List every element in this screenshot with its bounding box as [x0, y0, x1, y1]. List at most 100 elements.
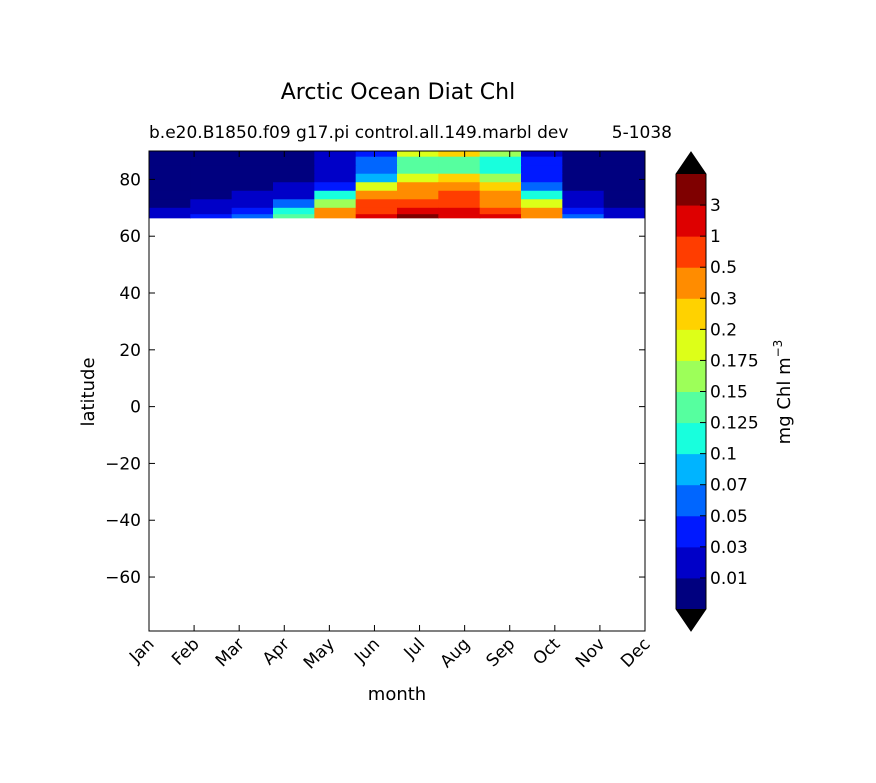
heatmap-cell	[231, 182, 274, 192]
heatmap-cell	[562, 190, 605, 200]
heatmap-cell	[562, 151, 605, 158]
heatmap-cell	[355, 173, 398, 183]
heatmap-cell	[190, 214, 233, 219]
heatmap-cell	[562, 207, 605, 215]
heatmap-cell	[521, 182, 563, 192]
colorbar-tick-label: 0.01	[710, 569, 748, 589]
heatmap-cell	[603, 190, 645, 200]
heatmap-cell	[190, 156, 233, 166]
heatmap-cell	[397, 182, 439, 192]
heatmap-cell	[314, 151, 357, 158]
colorbar-tick-label: 0.3	[710, 289, 737, 309]
heatmap-cell	[438, 182, 481, 192]
heatmap-cell	[149, 156, 191, 166]
y-axis-label: latitude	[78, 357, 99, 426]
heatmap-cell	[149, 182, 191, 192]
heatmap-cell	[603, 214, 645, 219]
heatmap-cell	[314, 165, 357, 175]
colorbar-tick-label: 0.07	[710, 476, 748, 496]
heatmap-cell	[562, 165, 605, 175]
heatmap-cell	[603, 151, 645, 158]
heatmap-cell	[314, 190, 357, 200]
heatmap-cell	[397, 214, 439, 219]
heatmap-cell	[521, 156, 563, 166]
heatmap-cell	[355, 165, 398, 175]
heatmap-cell	[231, 165, 274, 175]
x-tick-label: Jul	[400, 634, 429, 663]
y-tick-label: 40	[119, 284, 141, 304]
heatmap-cell	[273, 199, 315, 209]
heatmap-cell	[438, 207, 481, 215]
colorbar-tick-label: 0.2	[710, 320, 737, 340]
chart-subtitle-left: b.e20.B1850.f09 g17.pi control.all.149.m…	[149, 123, 568, 143]
colorbar-outline	[675, 151, 707, 632]
colorbar-tick-label: 0.125	[710, 414, 759, 434]
heatmap-cell	[521, 173, 563, 183]
heatmap-cell	[521, 165, 563, 175]
heatmap-cell	[397, 156, 439, 166]
y-tick-label: −20	[105, 454, 141, 474]
heatmap-cell	[521, 190, 563, 200]
y-tick-label: −40	[105, 511, 141, 531]
heatmap-cell	[273, 165, 315, 175]
heatmap-cell	[149, 165, 191, 175]
heatmap-cell	[397, 199, 439, 209]
heatmap-cell	[314, 156, 357, 166]
heatmap-cell	[521, 151, 563, 158]
heatmap-cell	[521, 207, 563, 215]
heatmap-cells	[149, 151, 645, 219]
x-tick-label: Dec	[617, 634, 654, 671]
heatmap-cell	[355, 182, 398, 192]
x-tick-label: Feb	[168, 634, 203, 669]
colorbar-swatch	[676, 329, 706, 361]
heatmap-cell	[190, 190, 233, 200]
heatmap-cell	[603, 173, 645, 183]
heatmap-cell	[231, 199, 274, 209]
heatmap-cell	[190, 199, 233, 209]
chart-subtitle-right: 5-1038	[612, 123, 672, 143]
heatmap-cell	[273, 156, 315, 166]
heatmap-cell	[314, 207, 357, 215]
heatmap-cell	[355, 156, 398, 166]
heatmap-cell	[231, 173, 274, 183]
colorbar-tick-label: 0.175	[710, 351, 759, 371]
colorbar-tick-label: 0.1	[710, 445, 737, 465]
heatmap-cell	[479, 207, 522, 215]
y-tick-label: 60	[119, 227, 141, 247]
heatmap-cell	[562, 199, 605, 209]
heatmap-cell	[355, 199, 398, 209]
colorbar-swatch	[676, 484, 706, 517]
colorbar-label-text: mg Chl m	[774, 357, 795, 444]
colorbar-extend-min	[676, 609, 706, 631]
heatmap-cell	[521, 199, 563, 209]
heatmap-cell	[355, 207, 398, 215]
x-axis: Jan Feb Mar Apr May Jun Jul Aug Sep Oct Nov Dec	[125, 151, 655, 673]
colorbar-swatch	[676, 391, 706, 424]
heatmap-cell	[562, 214, 605, 219]
colorbar-swatch	[676, 205, 706, 237]
heatmap-cell	[603, 207, 645, 215]
x-tick-label: May	[300, 634, 339, 673]
x-tick-label: Apr	[259, 634, 294, 669]
colorbar-swatch	[676, 174, 706, 206]
heatmap-cell	[397, 165, 439, 175]
heatmap-cell	[149, 190, 191, 200]
heatmap-cell	[603, 199, 645, 209]
heatmap-cell	[562, 156, 605, 166]
heatmap-cell	[355, 151, 398, 158]
colorbar-swatch	[676, 577, 706, 610]
heatmap-cell	[149, 151, 191, 158]
heatmap-cell	[562, 173, 605, 183]
colorbar-tick-label: 0.5	[710, 258, 737, 278]
heatmap-cell	[603, 156, 645, 166]
heatmap-cell	[190, 151, 233, 158]
heatmap-cell	[603, 165, 645, 175]
heatmap-cell	[438, 156, 481, 166]
heatmap-cell	[438, 173, 481, 183]
heatmap-cell	[149, 173, 191, 183]
heatmap-cell	[190, 207, 233, 215]
x-tick-label: Nov	[572, 634, 610, 672]
colorbar-label: mg Chl m−3	[771, 340, 795, 445]
heatmap-cell	[479, 165, 522, 175]
y-tick-label: −60	[105, 568, 141, 588]
